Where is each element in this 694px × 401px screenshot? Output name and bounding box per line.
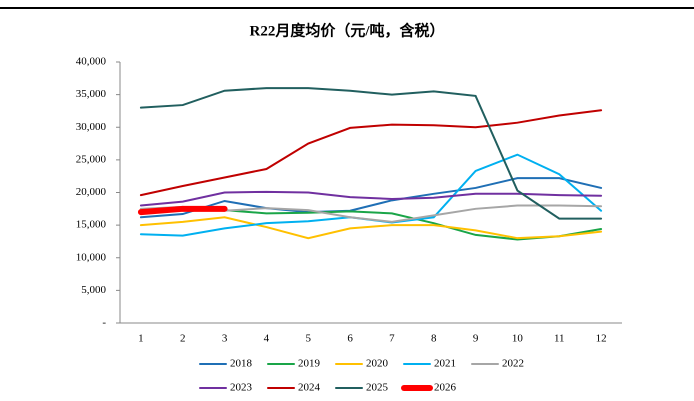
y-tick-label: 25,000	[76, 153, 107, 165]
chart-title: R22月度均价（元/吨，含税）	[249, 21, 444, 39]
y-tick-label: 20,000	[76, 186, 107, 198]
y-tick-label: 5,000	[81, 284, 106, 296]
series-line	[139, 109, 603, 197]
y-tick-label: 10,000	[76, 251, 107, 263]
legend-label: 2023	[230, 382, 253, 394]
legend-label: 2021	[434, 358, 456, 370]
legend-label: 2019	[298, 358, 321, 370]
y-tick-label: 35,000	[76, 88, 107, 100]
series-line	[139, 177, 603, 219]
x-tick-label: 9	[473, 333, 479, 345]
y-tick-label: 15,000	[76, 219, 107, 231]
legend-label: 2024	[298, 382, 321, 394]
x-tick-label: 2	[180, 333, 186, 345]
x-tick-label: 12	[596, 333, 607, 345]
x-tick-label: 1	[138, 333, 144, 345]
x-tick-label: 7	[389, 333, 395, 345]
y-tick-label: 30,000	[76, 121, 107, 133]
legend-label: 2026	[434, 382, 457, 394]
x-tick-label: 8	[431, 333, 437, 345]
x-tick-label: 5	[306, 333, 312, 345]
series-line	[139, 216, 603, 240]
y-tick-label: -	[102, 317, 106, 329]
legend-label: 2025	[366, 382, 389, 394]
series-line	[139, 190, 603, 207]
x-tick-label: 11	[554, 333, 565, 345]
x-tick-label: 6	[347, 333, 353, 345]
series-line	[137, 205, 228, 216]
x-tick-label: 4	[264, 333, 270, 345]
legend-label: 2018	[230, 358, 253, 370]
x-tick-label: 10	[512, 333, 524, 345]
legend-label: 2022	[502, 358, 524, 370]
series-line	[139, 87, 603, 220]
x-tick-label: 3	[222, 333, 228, 345]
legend-label: 2020	[366, 358, 389, 370]
series-line	[139, 207, 603, 241]
y-tick-label: 40,000	[76, 56, 107, 68]
